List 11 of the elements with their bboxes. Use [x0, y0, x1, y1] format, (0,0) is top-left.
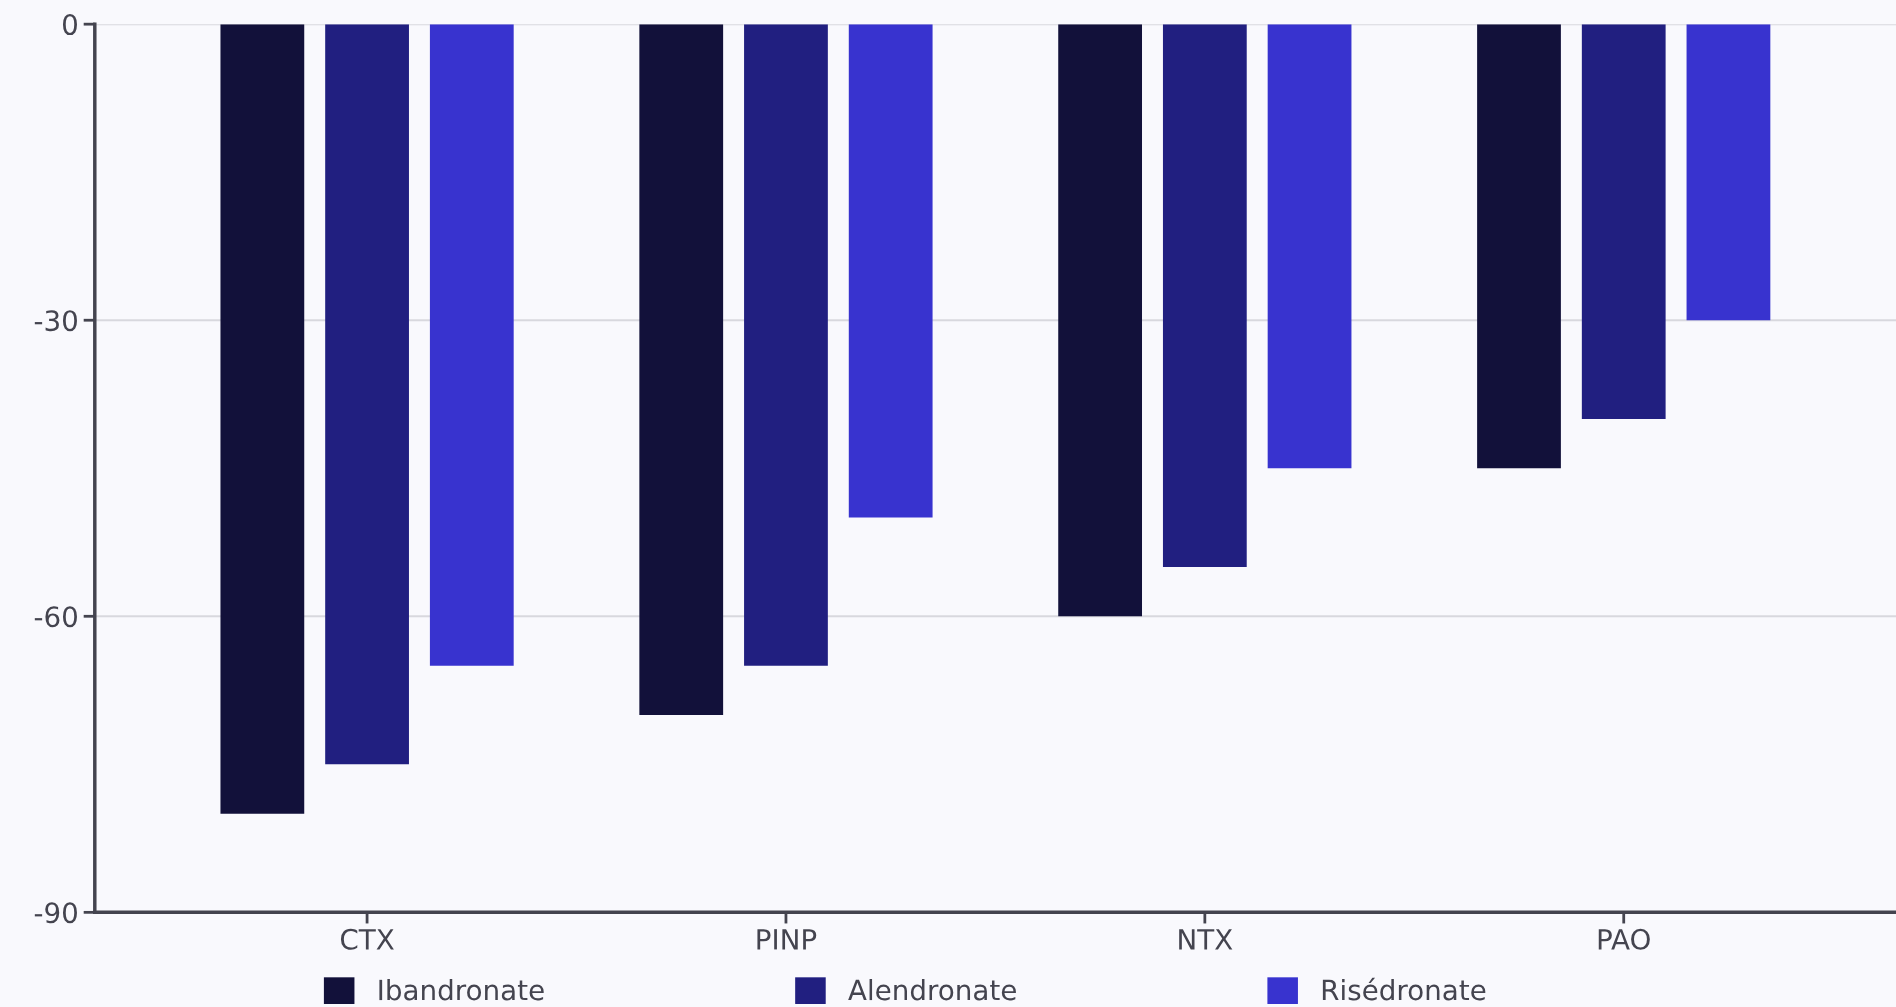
x-tick-label: PINP	[757, 929, 817, 950]
y-tick-label: -90	[34, 902, 77, 924]
x-tick-label: PAO	[1598, 928, 1650, 950]
legend-label: Alendronate	[848, 978, 1016, 1001]
x-tick-label: NTX	[1179, 929, 1233, 950]
legend-label: Risédronate	[1322, 977, 1486, 1001]
legend-label: Ibandronate	[379, 978, 544, 1001]
y-tick-label: 0	[62, 14, 77, 36]
x-tick-label: CTX	[340, 928, 394, 950]
y-tick-label: -30	[34, 310, 77, 332]
y-tick-label: -60	[34, 606, 77, 628]
